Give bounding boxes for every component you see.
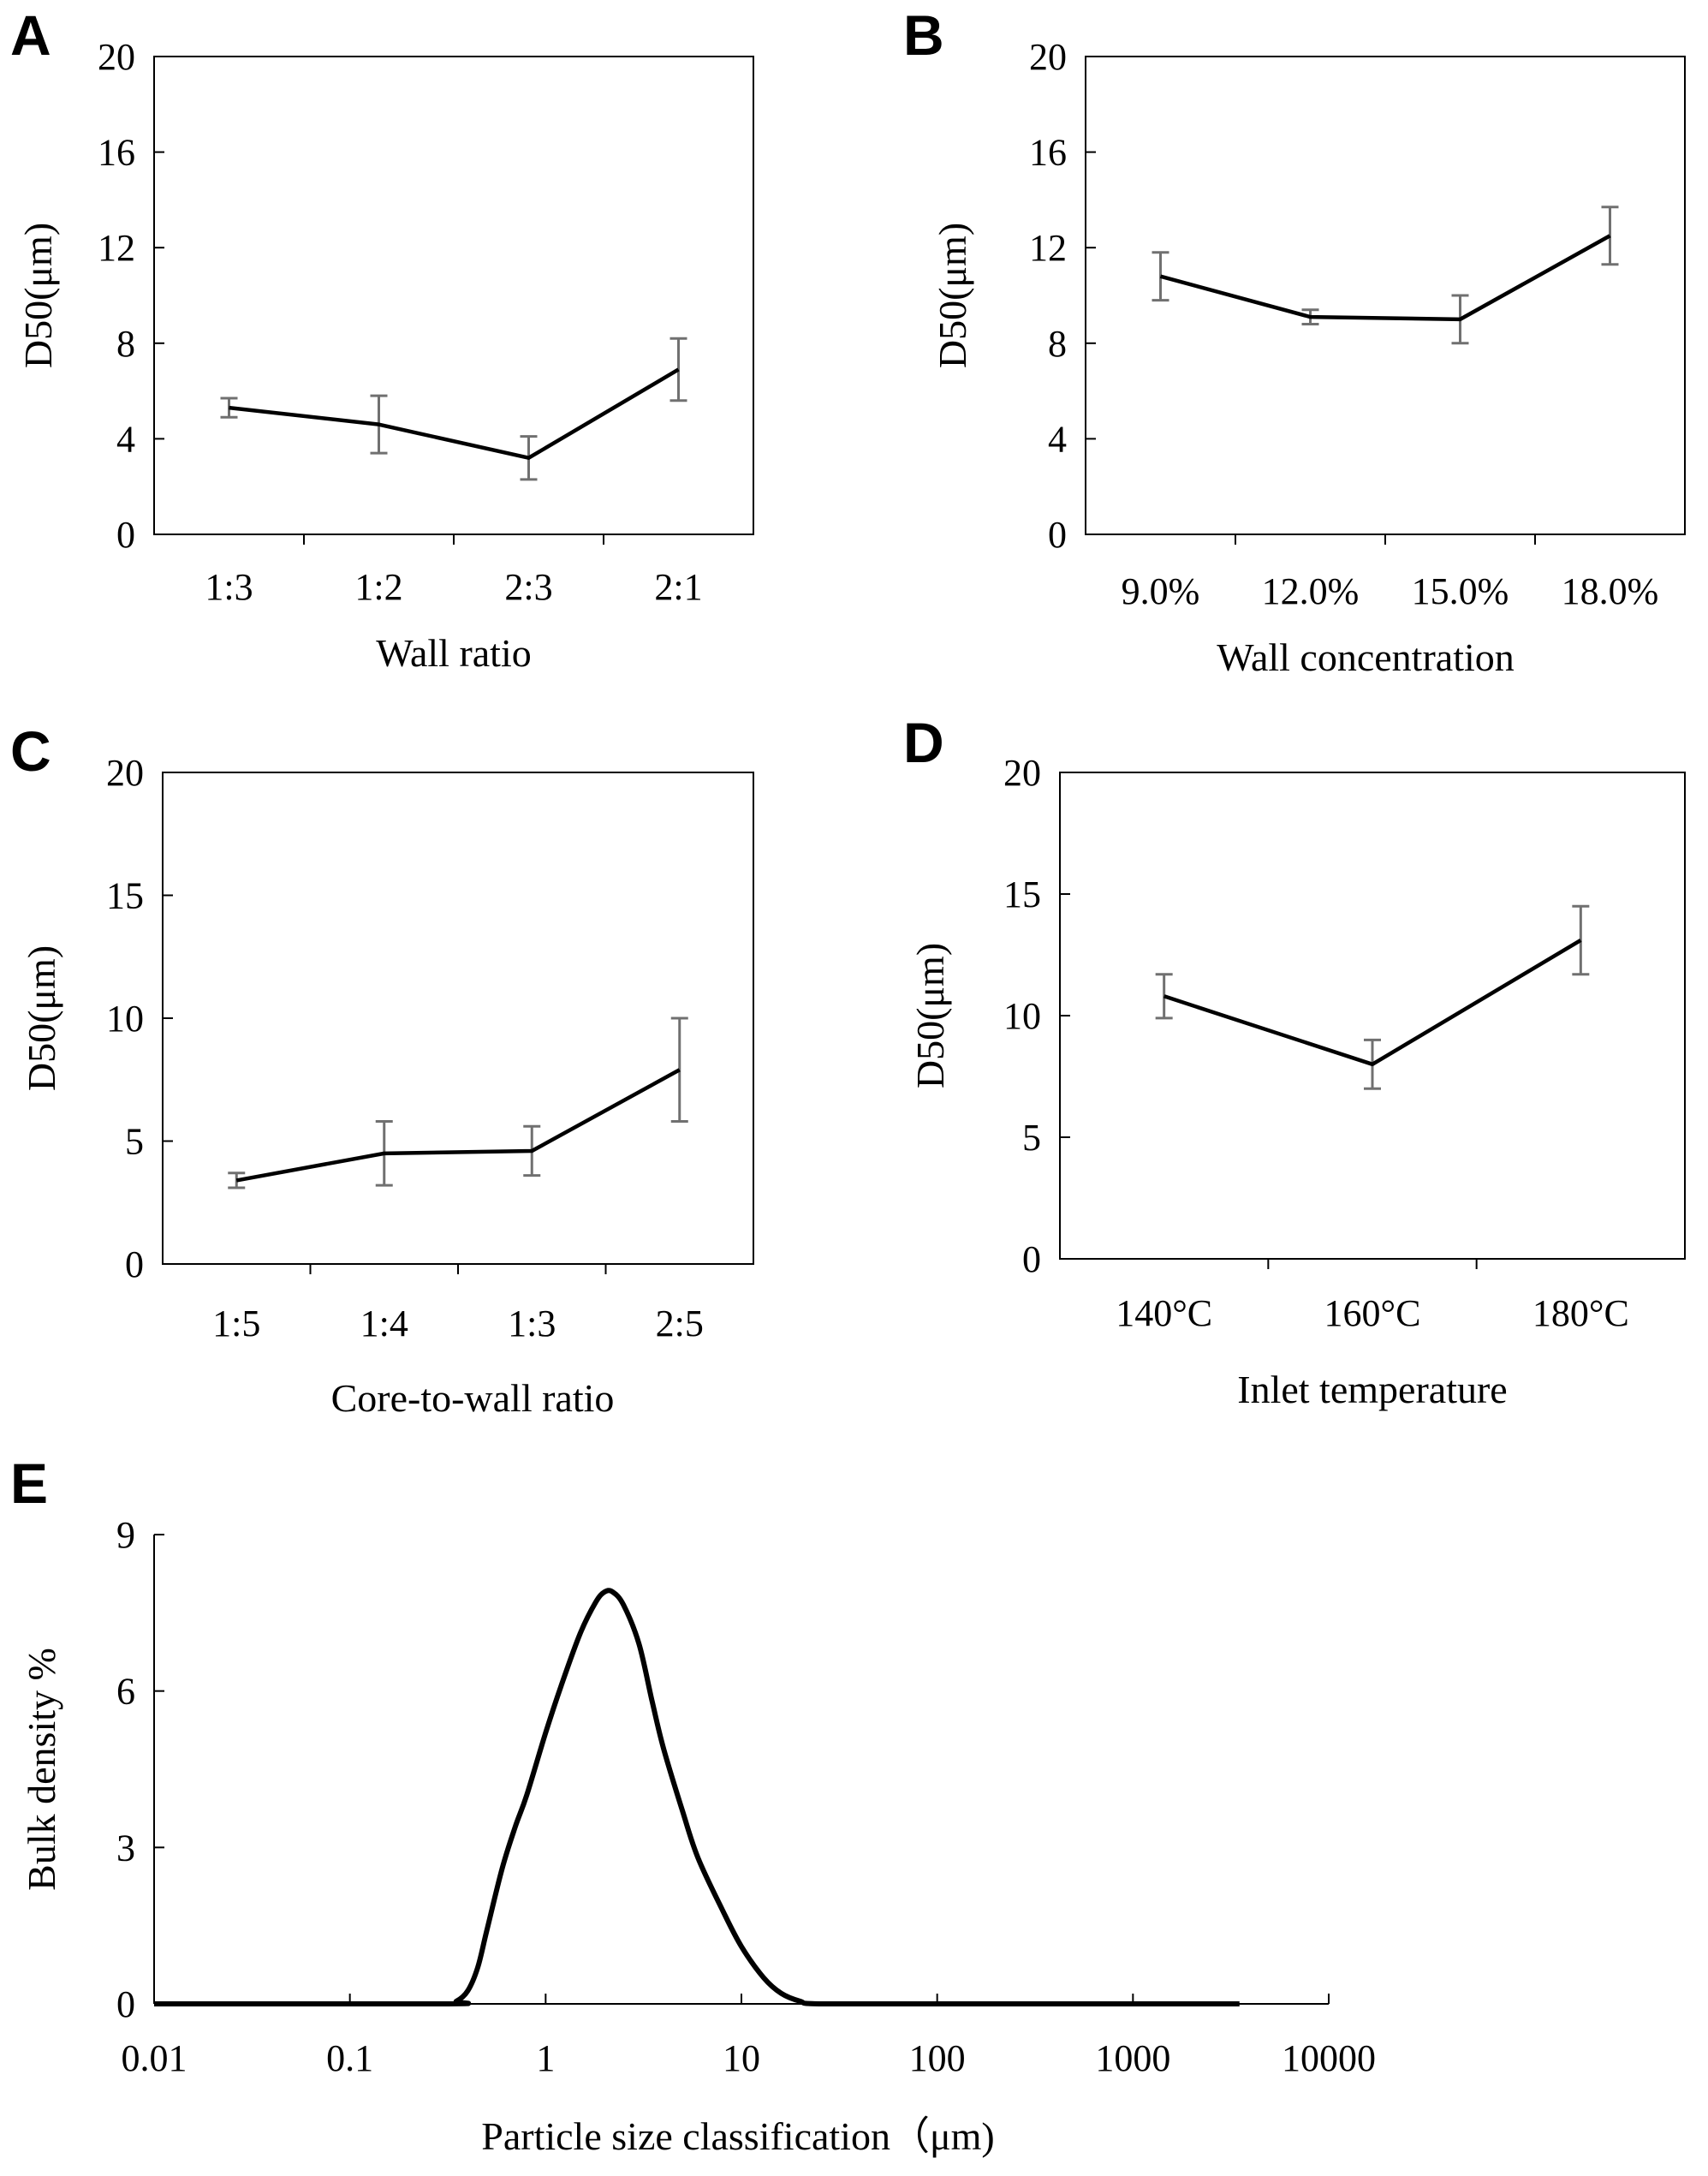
chart-b-ytick-label-1: 4	[1048, 418, 1067, 460]
chart-d: 0 5 10 15 20 140°C 160°C 180°C Inlet temperatur…	[908, 752, 1686, 1411]
chart-a: 0 4 8 12 16 20 1:3 1:2 2:3 2:1 Wall ratio D50(μm)	[16, 36, 754, 675]
panel-letter-c: C	[10, 719, 51, 783]
chart-a-ytick-label-4: 16	[98, 132, 135, 174]
chart-e-distribution-curve	[154, 1588, 1240, 2007]
chart-e-ytick-label-1: 3	[116, 1827, 135, 1869]
chart-c-category-label-1: 1:4	[360, 1303, 408, 1344]
chart-e-xtick-label-4: 100	[909, 2037, 966, 2079]
chart-e-xtick-label-0: 0.01	[122, 2037, 187, 2079]
chart-c-ytick-label-2: 10	[106, 998, 144, 1040]
chart-d-frame	[1059, 772, 1686, 1260]
chart-a-category-label-1: 1:2	[354, 566, 402, 608]
chart-a-ytick-label-3: 12	[98, 227, 135, 269]
chart-d-ytick-label-4: 20	[1003, 752, 1041, 794]
chart-d-ytick-label-0: 0	[1022, 1238, 1041, 1280]
chart-a-frame	[153, 56, 754, 535]
chart-a-category-label-2: 2:3	[504, 566, 552, 608]
chart-b-ytick-label-0: 0	[1048, 514, 1067, 556]
chart-c-xlabel: Core-to-wall ratio	[331, 1376, 615, 1420]
chart-e-ytick-label-0: 0	[116, 1983, 135, 2025]
chart-e-xlabel: Particle size classification（μm)	[481, 2114, 994, 2158]
chart-d-xlabel: Inlet temperature	[1237, 1368, 1507, 1411]
chart-c-ytick-label-4: 20	[106, 752, 144, 794]
chart-e-xtick-label-6: 10000	[1282, 2037, 1376, 2079]
chart-b-ytick-label-4: 16	[1029, 132, 1067, 174]
chart-a-ytick-label-0: 0	[116, 514, 135, 556]
chart-c-series-line	[235, 1068, 681, 1183]
chart-e-ytick-label-2: 6	[116, 1671, 135, 1713]
chart-b-category-label-0: 9.0%	[1122, 570, 1200, 612]
panel-letter-b: B	[903, 3, 944, 67]
chart-a-series-line	[229, 367, 680, 460]
chart-e-xtick-label-2: 1	[536, 2037, 555, 2079]
chart-a-category-label-0: 1:3	[205, 566, 253, 608]
chart-b: 0 4 8 12 16 20 9.0% 12.0% 15.0% 18.0% Wall concen…	[931, 36, 1686, 679]
chart-b-ytick-label-2: 8	[1048, 323, 1067, 365]
chart-d-ytick-label-2: 10	[1003, 995, 1041, 1037]
chart-b-xlabel: Wall concentration	[1217, 635, 1515, 679]
panel-letter-a: A	[10, 3, 51, 67]
chart-b-category-label-1: 12.0%	[1262, 570, 1360, 612]
chart-e-xtick-label-1: 0.1	[326, 2037, 373, 2079]
chart-b-ytick-label-3: 12	[1029, 227, 1067, 269]
chart-c-ytick-label-1: 5	[125, 1121, 144, 1163]
chart-b-category-label-3: 18.0%	[1562, 570, 1659, 612]
chart-d-category-label-0: 140°C	[1116, 1292, 1212, 1334]
chart-c-ytick-label-0: 0	[125, 1243, 144, 1285]
chart-c-ytick-label-3: 15	[106, 875, 144, 917]
chart-e-ylabel: Bulk density %	[20, 1648, 63, 1891]
chart-b-series-line	[1159, 234, 1611, 322]
chart-b-ytick-label-5: 20	[1029, 36, 1067, 78]
chart-d-category-label-1: 160°C	[1324, 1292, 1421, 1334]
chart-b-frame	[1085, 56, 1686, 535]
chart-e-ytick-label-3: 9	[116, 1514, 135, 1556]
chart-c-ylabel: D50(μm)	[20, 945, 63, 1091]
chart-b-ylabel: D50(μm)	[931, 223, 974, 368]
chart-e-xtick-label-5: 1000	[1095, 2037, 1170, 2079]
chart-c-category-label-3: 2:5	[656, 1303, 704, 1344]
chart-c-frame	[162, 772, 754, 1265]
chart-d-ytick-label-1: 5	[1022, 1117, 1041, 1159]
chart-b-category-label-2: 15.0%	[1412, 570, 1509, 612]
chart-a-xlabel: Wall ratio	[376, 631, 532, 675]
panel-letter-d: D	[903, 711, 944, 774]
chart-d-category-label-2: 180°C	[1532, 1292, 1629, 1334]
chart-a-ytick-label-5: 20	[98, 36, 135, 78]
chart-a-category-label-3: 2:1	[654, 566, 702, 608]
chart-c-category-label-0: 1:5	[212, 1303, 260, 1344]
chart-d-ytick-label-3: 15	[1003, 873, 1041, 915]
chart-d-ylabel: D50(μm)	[908, 943, 952, 1088]
chart-e-xtick-label-3: 10	[723, 2037, 760, 2079]
chart-a-ytick-label-2: 8	[116, 323, 135, 365]
chart-a-ytick-label-1: 4	[116, 418, 135, 460]
chart-d-series-line	[1163, 939, 1582, 1067]
chart-a-ylabel: D50(μm)	[16, 223, 60, 368]
panel-letter-e: E	[10, 1452, 48, 1515]
chart-e: 0 3 6 9 0.01 0.1 1 10 100 1000 10000 Particle size…	[20, 1514, 1376, 2158]
chart-c-category-label-2: 1:3	[508, 1303, 556, 1344]
